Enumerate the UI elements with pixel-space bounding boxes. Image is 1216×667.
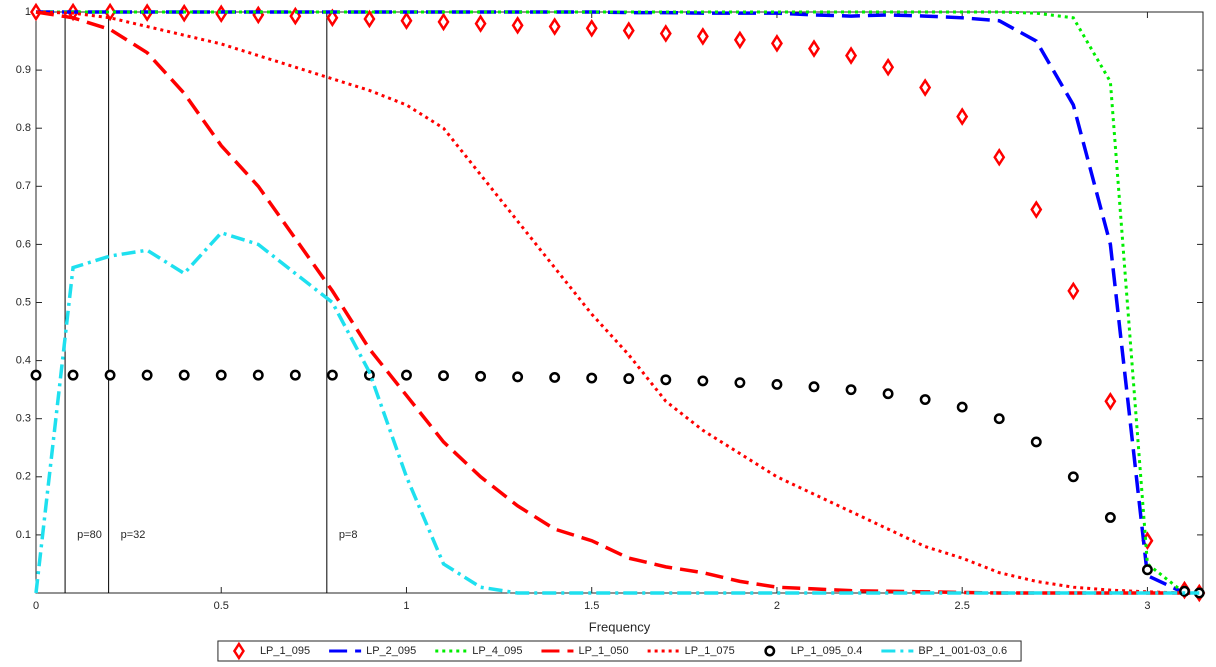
x-tick-label: 1.5	[584, 600, 599, 612]
marker-diamond	[1067, 281, 1080, 301]
legend: LP_1_095 LP_2_095 LP_4_095 LP_1_050 LP_1_075…	[217, 640, 1022, 662]
marker-circle	[549, 371, 561, 383]
marker-circle	[1104, 512, 1116, 523]
marker-circle	[808, 381, 820, 393]
series-line	[35, 10, 1200, 595]
marker-circle	[512, 371, 524, 383]
reference-label: p=8	[339, 529, 358, 541]
marker-diamond	[659, 24, 672, 43]
marker-circle	[993, 413, 1005, 425]
marker-circle	[1067, 471, 1079, 483]
marker-circle	[289, 369, 301, 381]
marker-circle	[586, 372, 598, 384]
legend-label: LP_1_075	[685, 645, 735, 657]
marker-circle	[623, 373, 635, 385]
legend-item: LP_4_095	[435, 645, 522, 657]
y-tick-label: 0.7	[16, 180, 31, 192]
marker-circle	[1141, 564, 1153, 576]
marker-diamond	[585, 18, 598, 38]
legend-label: LP_4_095	[472, 645, 522, 657]
plot-area	[35, 11, 1204, 594]
marker-circle	[882, 388, 894, 400]
legend-item: LP_1_095_0.4	[764, 645, 863, 657]
marker-circle	[326, 369, 338, 381]
marker-diamond	[511, 16, 524, 35]
y-tick-label: 0.4	[16, 355, 31, 367]
y-tick-label: 1	[25, 6, 31, 18]
marker-circle	[67, 369, 79, 381]
legend-label: LP_1_095_0.4	[791, 645, 863, 657]
marker-diamond	[326, 8, 339, 28]
marker-circle	[771, 378, 783, 390]
legend-label: LP_2_095	[366, 645, 416, 657]
legend-item: LP_2_095	[329, 645, 416, 657]
marker-circle	[475, 370, 487, 382]
legend-box	[217, 640, 1022, 662]
x-tick-label: 1	[403, 600, 409, 612]
legend-item: LP_1_050	[541, 645, 629, 657]
marker-circle	[660, 374, 672, 386]
marker-diamond	[437, 12, 450, 32]
marker-diamond	[956, 107, 969, 126]
legend-item: LP_1_095	[232, 641, 310, 661]
marker-circle	[845, 384, 857, 396]
marker-diamond	[733, 30, 746, 50]
marker-circle	[438, 370, 449, 382]
legend-marker	[764, 645, 776, 657]
y-tick-label: 0.6	[16, 238, 31, 250]
marker-diamond	[363, 9, 376, 29]
reference-label: p=80	[77, 529, 102, 541]
y-tick-label: 0.2	[16, 471, 31, 483]
marker-diamond	[1030, 200, 1043, 219]
legend-label: BP_1_001-03_0.6	[918, 645, 1007, 657]
y-tick-label: 0.3	[16, 413, 31, 425]
marker-diamond	[696, 27, 709, 46]
marker-circle	[1030, 436, 1042, 448]
marker-circle	[141, 369, 153, 381]
legend-label: LP_1_050	[578, 645, 628, 657]
y-tick-label: 0.8	[16, 122, 31, 134]
marker-diamond	[845, 46, 858, 65]
y-tick-label: 0.5	[16, 296, 31, 308]
marker-diamond	[770, 34, 783, 53]
marker-circle	[734, 377, 746, 389]
reference-label: p=32	[121, 529, 146, 541]
x-tick-label: 3	[1144, 600, 1150, 612]
marker-diamond	[104, 2, 117, 22]
y-tick-label: 0.9	[16, 64, 31, 76]
marker-circle	[252, 369, 264, 381]
marker-circle	[104, 369, 116, 381]
x-tick-label: 0	[33, 600, 39, 612]
series-line	[34, 230, 1200, 595]
marker-diamond	[882, 57, 895, 77]
marker-diamond	[919, 78, 932, 97]
marker-circle	[956, 401, 968, 413]
series-line	[36, 10, 1200, 595]
series-group	[30, 2, 1206, 603]
marker-circle	[178, 369, 190, 381]
legend-item: BP_1_001-03_0.6	[881, 645, 1007, 657]
marker-diamond	[474, 14, 487, 33]
x-axis-label: Frequency	[589, 619, 651, 634]
marker-circle	[697, 375, 709, 387]
legend-item: LP_1_075	[647, 645, 735, 657]
marker-diamond	[400, 11, 413, 31]
marker-diamond	[993, 147, 1006, 167]
marker-diamond	[1104, 391, 1117, 411]
x-tick-label: 2.5	[955, 600, 970, 612]
legend-marker	[232, 641, 245, 661]
marker-circle	[919, 394, 931, 405]
x-tick-label: 2	[774, 600, 780, 612]
marker-circle	[30, 369, 42, 381]
marker-diamond	[622, 21, 635, 40]
marker-diamond	[808, 39, 820, 58]
marker-circle	[215, 369, 227, 381]
marker-circle	[401, 369, 412, 381]
x-tick-label: 0.5	[214, 600, 229, 612]
legend-label: LP_1_095	[260, 645, 310, 657]
y-tick-label: 0.1	[16, 529, 31, 541]
marker-diamond	[548, 17, 561, 36]
